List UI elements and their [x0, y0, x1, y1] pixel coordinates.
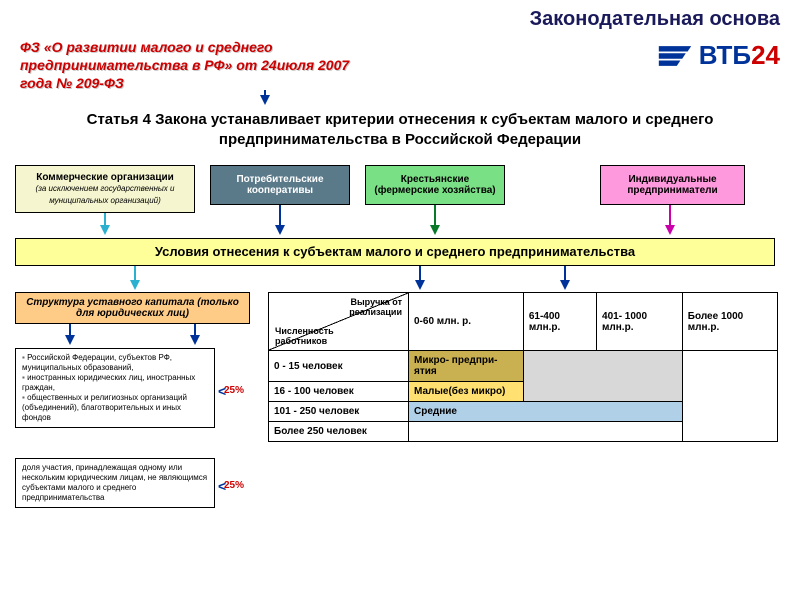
- row-header: 0 - 15 человек: [269, 351, 409, 382]
- cell-empty: [682, 351, 777, 442]
- arrow-down-icon: [190, 335, 200, 345]
- cell-empty: [523, 351, 682, 402]
- cell-empty: [409, 422, 683, 442]
- box-capital-structure: Структура уставного капитала (только для…: [15, 292, 250, 324]
- arrow-down-icon: [130, 280, 140, 290]
- box-sublabel: (за исключением государственных и муници…: [36, 184, 175, 205]
- col-header: Более 1000 млн.р.: [682, 293, 777, 351]
- capital-restrictions-list-1: Российской Федерации, субъектов РФ, муни…: [15, 348, 215, 428]
- row-header: 101 - 250 человек: [269, 402, 409, 422]
- logo-text-24: 24: [751, 40, 780, 70]
- cell-micro: Микро- предпри- ятия: [409, 351, 524, 382]
- capital-restrictions-list-2: доля участия, принадлежащая одному или н…: [15, 458, 215, 508]
- list-item: иностранных юридических лиц, иностранных…: [22, 373, 208, 393]
- list-item: общественных и религиозных организаций (…: [22, 393, 208, 423]
- article-4-text: Статья 4 Закона устанавливает критерии о…: [20, 110, 780, 149]
- limit-25-percent: 25%: [224, 480, 244, 491]
- box-commercial-orgs: Коммерческие организации(за исключением …: [15, 165, 195, 213]
- law-title: ФЗ «О развитии малого и среднего предпри…: [20, 38, 360, 93]
- arrow-down-icon: [100, 225, 110, 235]
- arrow-line: [669, 205, 671, 227]
- row-header: 16 - 100 человек: [269, 382, 409, 402]
- arrow-line: [434, 205, 436, 227]
- box-consumer-coops: Потребительские кооперативы: [210, 165, 350, 205]
- vtb-wing-icon: [657, 42, 693, 70]
- arrow-down-icon: [665, 225, 675, 235]
- limit-25-percent: 25%: [224, 385, 244, 396]
- col-header: 61-400 млн.р.: [523, 293, 596, 351]
- criteria-table: Выручка от реализации Численность работн…: [268, 292, 778, 442]
- arrow-down-icon: [275, 225, 285, 235]
- arrow-down-icon: [430, 225, 440, 235]
- row-header: Более 250 человек: [269, 422, 409, 442]
- box-individual-entrepreneurs: Индивидуальные предприниматели: [600, 165, 745, 205]
- cell-medium: Средние: [409, 402, 683, 422]
- list-item: Российской Федерации, субъектов РФ, муни…: [22, 353, 208, 373]
- arrow-line: [279, 205, 281, 227]
- page-title: Законодательная основа: [530, 8, 780, 31]
- box-conditions: Условия отнесения к субъектам малого и с…: [15, 238, 775, 266]
- box-label: Коммерческие организации: [36, 172, 174, 183]
- table-header-row: Выручка от реализации Численность работн…: [269, 293, 778, 351]
- arrow-down-icon: [415, 280, 425, 290]
- cell-small: Малые(без микро): [409, 382, 524, 402]
- diag-bottom-label: Численность работников: [275, 326, 355, 346]
- logo-text-vtb: ВТБ: [699, 40, 751, 70]
- diagonal-header-cell: Выручка от реализации Численность работн…: [269, 293, 409, 351]
- arrow-down-icon: [560, 280, 570, 290]
- vtb24-logo: ВТБ24: [657, 40, 780, 71]
- arrow-down-icon: [65, 335, 75, 345]
- col-header: 401- 1000 млн.р.: [597, 293, 683, 351]
- diag-top-label: Выручка от реализации: [322, 297, 402, 317]
- box-farms: Крестьянские (фермерские хозяйства): [365, 165, 505, 205]
- table-row: 0 - 15 человек Микро- предпри- ятия: [269, 351, 778, 382]
- col-header: 0-60 млн. р.: [409, 293, 524, 351]
- arrow-down-icon: [260, 95, 270, 105]
